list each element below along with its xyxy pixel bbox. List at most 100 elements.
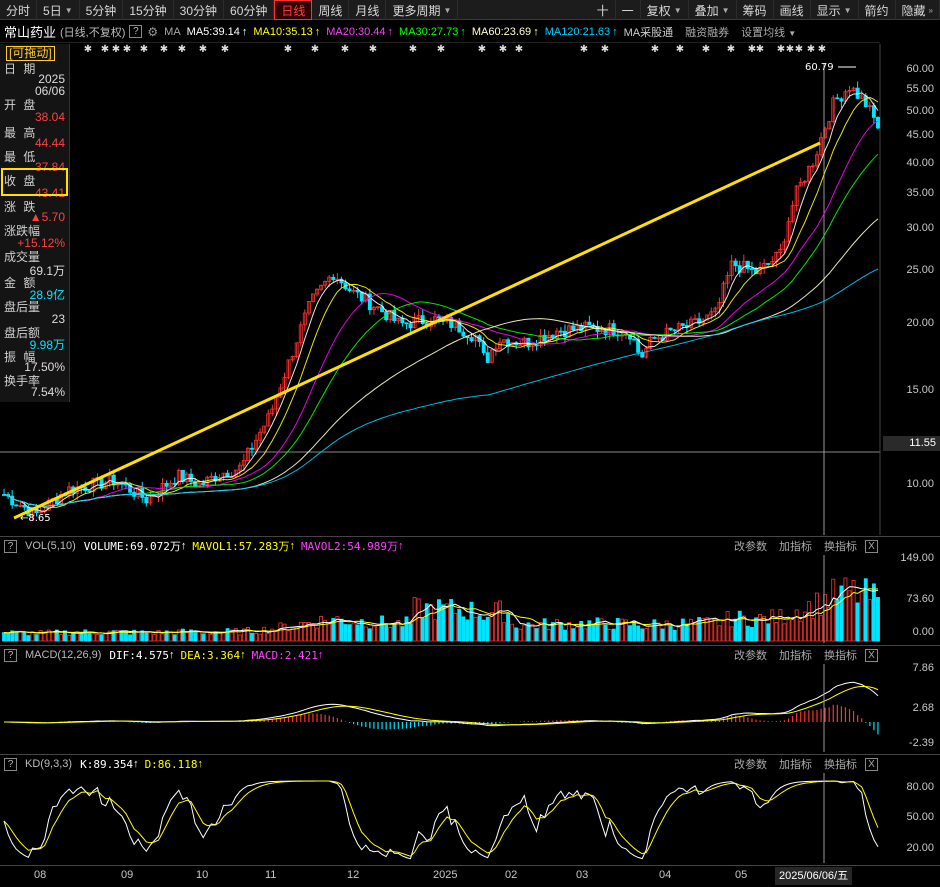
price-tick-label: 10.00	[906, 478, 934, 490]
volume-chart[interactable]	[0, 555, 940, 643]
price-tick-label: 30.00	[906, 222, 934, 234]
marker-star: ✱	[515, 44, 523, 55]
close-icon[interactable]: X	[865, 757, 878, 771]
stock-name[interactable]: 常山药业	[4, 25, 57, 40]
marker-star: ✱	[795, 44, 803, 55]
vol-bar	[205, 632, 210, 642]
help-icon[interactable]: ?	[129, 25, 143, 38]
candle-body	[473, 335, 478, 342]
vol-bar	[6, 632, 11, 642]
candle-body	[107, 474, 112, 484]
chips-button[interactable]: 筹码	[737, 0, 774, 20]
price-chart[interactable]: ✱✱✱✱✱✱✱✱✱✱✱✱✱✱✱✱✱✱✱✱✱✱✱✱✱✱✱✱✱✱✱✱✱60.79←8…	[0, 0, 940, 535]
tab-weekly[interactable]: 周线	[312, 0, 350, 20]
tab-30min[interactable]: 30分钟	[174, 0, 225, 20]
vol-bar	[441, 604, 445, 642]
vol-bar	[172, 634, 177, 642]
candle-body	[823, 128, 828, 139]
gear-icon[interactable]: ⚙	[147, 24, 159, 39]
tab-monthly[interactable]: 月线	[349, 0, 387, 20]
d-line	[3, 780, 879, 857]
macd-chart[interactable]	[0, 664, 940, 752]
marker-star: ✱	[499, 44, 507, 55]
vol-bar	[619, 618, 624, 642]
candle-body	[347, 288, 352, 292]
help-icon[interactable]: ?	[4, 539, 17, 553]
fold-button[interactable]: 箭约	[859, 0, 896, 20]
zoom-in-button[interactable]: 十	[591, 0, 616, 20]
vol-bar	[392, 623, 397, 642]
vol-bar	[863, 578, 868, 642]
candle-body	[534, 344, 539, 347]
switch-indicator-button[interactable]: 换指标	[824, 650, 857, 662]
candle-body	[449, 317, 454, 328]
zoom-out-button[interactable]: 一	[616, 0, 641, 20]
close-icon[interactable]: X	[865, 648, 878, 662]
tab-5day[interactable]: 5日 ▼	[37, 0, 80, 20]
vol-bar	[672, 629, 677, 642]
marker-star: ✱	[311, 44, 319, 55]
draw-button[interactable]: 画线	[774, 0, 811, 20]
candle-body	[392, 309, 397, 322]
candle-body	[209, 475, 214, 478]
tab-more-periods[interactable]: 更多周期 ▼	[386, 0, 459, 20]
vol-bar	[327, 623, 332, 642]
change-params-button[interactable]: 改参数	[734, 759, 767, 771]
overlay-button[interactable]: 叠加 ▼	[689, 0, 737, 20]
vol-bar	[745, 625, 750, 642]
vol-bar	[843, 577, 848, 642]
candle-body	[599, 330, 604, 333]
info-panel[interactable]: [可拖动] 日 期 2025 06/06 开 盘 38.04 最 高 44.44…	[0, 44, 70, 402]
tab-5min[interactable]: 5分钟	[80, 0, 124, 20]
vol-bar	[481, 619, 486, 642]
candle-body	[668, 327, 673, 331]
vol-bar	[58, 634, 63, 642]
add-indicator-button[interactable]: 加指标	[779, 759, 812, 771]
candle-body	[404, 322, 409, 325]
ma-extra[interactable]: MA采股通	[623, 26, 674, 39]
candle-body	[22, 504, 27, 508]
kd-chart[interactable]	[0, 773, 940, 863]
vol-bar	[855, 602, 860, 642]
change-params-button[interactable]: 改参数	[734, 650, 767, 662]
vol-bar	[420, 618, 425, 642]
vol-bar	[144, 632, 149, 642]
switch-indicator-button[interactable]: 换指标	[824, 759, 857, 771]
vol-bar	[802, 611, 807, 642]
fuquan-button[interactable]: 复权 ▼	[641, 0, 689, 20]
tab-15min[interactable]: 15分钟	[123, 0, 174, 20]
ma-settings-button[interactable]: 设置均线 ▼	[741, 24, 796, 40]
add-indicator-button[interactable]: 加指标	[779, 650, 812, 662]
tab-60min[interactable]: 60分钟	[224, 0, 275, 20]
help-icon[interactable]: ?	[4, 648, 17, 662]
vol-header: ? VOL(5,10) VOLUME:69.072万 ↑ MAVOL1:57.28…	[0, 537, 880, 555]
vol-bar	[697, 617, 702, 642]
panel-divider	[0, 645, 940, 646]
help-icon[interactable]: ?	[4, 757, 17, 771]
add-indicator-button[interactable]: 加指标	[779, 541, 812, 553]
margin-trading-link[interactable]: 融资融券	[685, 26, 730, 39]
vol-mavol2: MAVOL2:54.989万	[300, 540, 399, 553]
vol-bar	[2, 632, 6, 642]
candle-body	[827, 121, 832, 130]
hide-button[interactable]: 隐藏»	[896, 0, 940, 20]
candle-body	[359, 291, 364, 302]
tab-fenshi[interactable]: 分时	[0, 0, 38, 20]
chevron-down-icon: ▼	[64, 5, 73, 15]
candle-body	[839, 98, 844, 102]
vol-bar	[367, 628, 372, 642]
vol-bar	[26, 635, 31, 642]
tab-daily[interactable]: 日线	[274, 0, 313, 20]
drag-handle[interactable]: [可拖动]	[6, 46, 55, 61]
switch-indicator-button[interactable]: 换指标	[824, 541, 857, 553]
change-params-button[interactable]: 改参数	[734, 541, 767, 553]
macd-tick-label: -2.39	[908, 737, 934, 749]
candle-body	[713, 307, 718, 313]
trend-line	[13, 141, 821, 520]
vol-bar	[396, 620, 401, 642]
marker-star: ✱	[221, 44, 229, 55]
display-button[interactable]: 显示 ▼	[811, 0, 859, 20]
close-icon[interactable]: X	[865, 539, 878, 553]
vol-bar	[859, 591, 864, 642]
volume-label: 成交量	[4, 250, 41, 264]
